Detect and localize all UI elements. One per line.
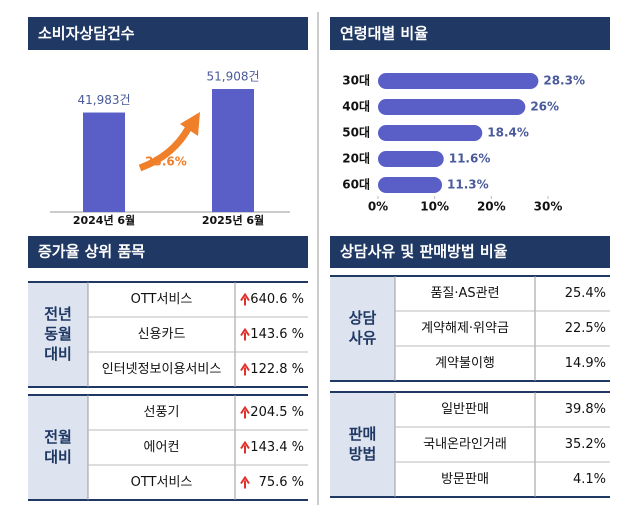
- item-label: 일반판매: [441, 402, 489, 417]
- title-bar: [330, 236, 610, 268]
- value-label: 122.8 %: [250, 362, 304, 377]
- up-arrow: [240, 362, 250, 376]
- group-cell: [330, 276, 395, 381]
- x-tick-label: 10%: [420, 200, 449, 214]
- value-label: 25.4%: [565, 286, 606, 301]
- table-title: 증가율 상위 품목: [38, 243, 145, 261]
- bar: [212, 89, 254, 212]
- bar: [378, 151, 444, 167]
- title-bar: [330, 17, 610, 50]
- up-arrow: [240, 475, 250, 489]
- group-label: 전년: [44, 305, 72, 323]
- y-tick-label: 20대: [342, 152, 370, 166]
- group-label: 판매: [349, 425, 377, 443]
- item-label: 신용카드: [138, 327, 186, 342]
- group-cell: [330, 392, 395, 497]
- value-label: 4.1%: [573, 472, 606, 487]
- chart-title: 연령대별 비율: [340, 25, 428, 43]
- group-label: 방법: [349, 445, 377, 463]
- up-arrow: [240, 292, 250, 306]
- value-label: 14.9%: [565, 356, 606, 371]
- value-label: 11.3%: [447, 178, 489, 192]
- value-label: 18.4%: [487, 126, 529, 140]
- y-tick-label: 50대: [342, 126, 370, 140]
- x-tick-label: 2025년 6월: [202, 213, 264, 227]
- up-arrow: [240, 405, 250, 419]
- value-label: 75.6 %: [259, 475, 304, 490]
- value-label: 143.6 %: [250, 327, 304, 342]
- bar: [378, 125, 483, 141]
- value-label: 28.3%: [543, 74, 585, 88]
- group-cell: [28, 282, 88, 387]
- item-label: 선풍기: [144, 405, 180, 420]
- group-label: 대비: [44, 345, 72, 363]
- y-tick-label: 40대: [342, 100, 370, 114]
- table-title: 상담사유 및 판매방법 비율: [340, 243, 508, 261]
- annotation: 23.6%: [145, 155, 187, 169]
- value-label: 11.6%: [449, 152, 491, 166]
- item-label: 에어컨: [144, 440, 180, 455]
- item-label: 계약불이행: [435, 355, 495, 371]
- value-label: 143.4 %: [250, 440, 304, 455]
- value-label: 640.6 %: [250, 292, 304, 307]
- item-label: 국내온라인거래: [423, 437, 507, 452]
- title-bar: [28, 17, 308, 50]
- y-tick-label: 30대: [342, 74, 370, 88]
- item-label: OTT서비스: [131, 475, 193, 490]
- chart-title: 소비자상담건수: [38, 25, 135, 43]
- value-label: 35.2%: [565, 437, 606, 452]
- value-label: 41,983건: [77, 93, 130, 107]
- y-tick-label: 60대: [342, 178, 370, 192]
- group-label: 대비: [44, 448, 72, 466]
- bar: [83, 112, 125, 212]
- bar: [378, 99, 526, 115]
- item-label: 방문판매: [441, 472, 489, 487]
- value-label: 204.5 %: [250, 405, 304, 420]
- bar: [378, 73, 539, 89]
- up-arrow: [240, 327, 250, 341]
- x-tick-label: 20%: [477, 200, 506, 214]
- item-label: 인터넷정보이용서비스: [102, 362, 222, 377]
- bar: [378, 177, 443, 193]
- group-label: 전월: [44, 428, 72, 446]
- group-label: 상담: [349, 309, 377, 327]
- item-label: OTT서비스: [131, 292, 193, 307]
- growth-arrow-head: [180, 112, 200, 136]
- item-label: 품질·AS관련: [430, 286, 499, 301]
- value-label: 26%: [530, 100, 559, 114]
- value-label: 51,908건: [206, 70, 259, 84]
- growth-arrow: [138, 123, 194, 172]
- group-cell: [28, 395, 88, 500]
- group-label: 동월: [44, 325, 72, 343]
- title-bar: [28, 236, 308, 268]
- x-tick-label: 30%: [534, 200, 563, 214]
- group-label: 사유: [349, 329, 377, 347]
- value-label: 22.5%: [565, 321, 606, 336]
- value-label: 39.8%: [565, 402, 606, 417]
- x-tick-label: 2024년 6월: [73, 213, 135, 227]
- up-arrow: [240, 440, 250, 454]
- x-tick-label: 0%: [368, 200, 388, 214]
- item-label: 계약해제·위약금: [421, 321, 509, 336]
